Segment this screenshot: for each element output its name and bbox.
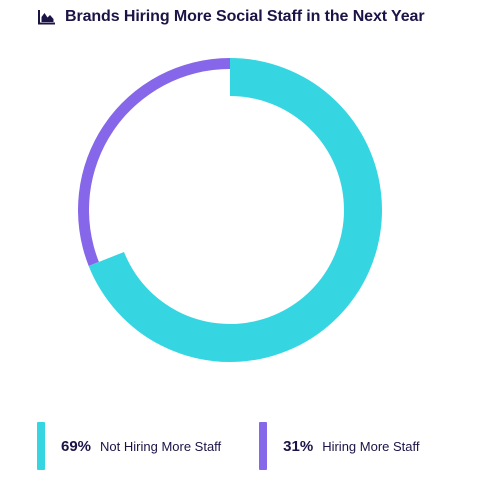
legend-item-not-hiring: 69% Not Hiring More Staff xyxy=(37,422,221,470)
legend-value-hiring: 31% xyxy=(283,437,314,455)
legend-label-hiring: Hiring More Staff xyxy=(322,438,420,454)
area-chart-icon xyxy=(38,9,55,24)
legend-item-hiring: 31% Hiring More Staff xyxy=(259,422,420,470)
legend-label-not-hiring: Not Hiring More Staff xyxy=(100,438,222,454)
chart-legend: 69% Not Hiring More Staff 31% Hiring Mor… xyxy=(37,422,458,470)
legend-swatch-hiring xyxy=(259,422,268,470)
donut-slice-hiring xyxy=(77,58,230,266)
legend-swatch-not-hiring xyxy=(37,422,45,470)
legend-value-not-hiring: 69% xyxy=(61,437,92,455)
chart-title: Brands Hiring More Social Staff in the N… xyxy=(65,8,425,25)
chart-header: Brands Hiring More Social Staff in the N… xyxy=(38,8,425,26)
donut-chart xyxy=(77,58,382,362)
